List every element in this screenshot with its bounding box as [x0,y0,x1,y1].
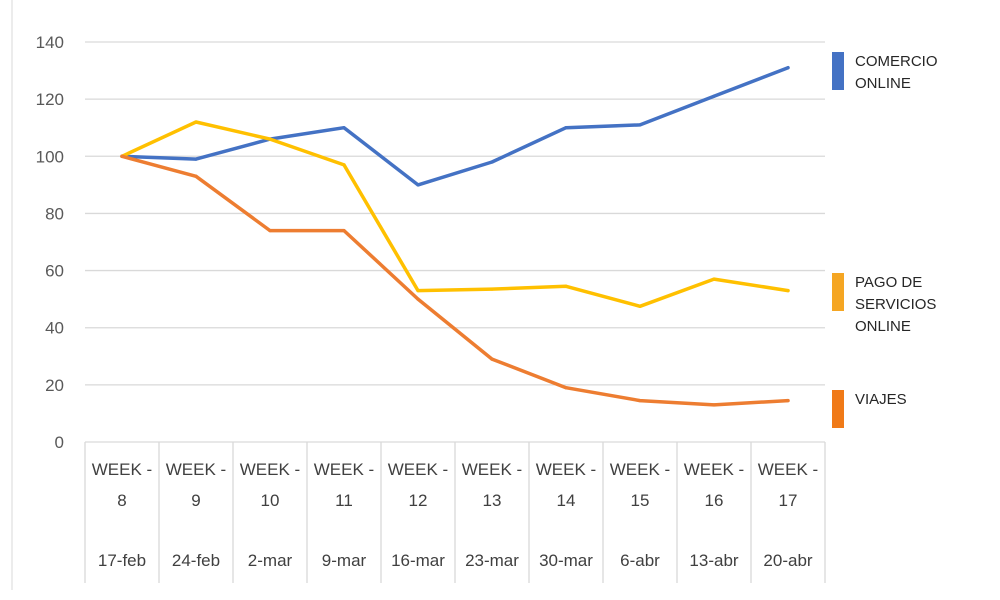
data-point-pago [564,284,568,288]
series-lines [120,65,790,407]
data-point-pago [786,288,790,293]
x-tick-label: WEEK - [684,460,744,479]
x-tick-label: 10 [261,491,280,510]
data-point-comercio [342,126,346,130]
x-tick-label: WEEK - [388,460,448,479]
x-tick-label: WEEK - [536,460,596,479]
data-point-viajes [268,228,272,233]
x-tick-label: 6-abr [620,551,660,570]
x-tick-label: WEEK - [92,460,152,479]
x-tick-label: 17-feb [98,551,146,570]
legend-label-pago: ONLINE [855,318,911,335]
x-tick-label: 11 [335,491,353,510]
data-point-viajes [786,398,790,403]
legend-swatch-viajes [832,390,844,428]
y-axis-tick-labels: 0 20 40 60 80 100 120 140 [36,33,64,452]
x-tick-label: WEEK - [240,460,300,479]
data-point-comercio [564,126,568,130]
y-tick-label: 100 [36,147,64,166]
legend: COMERCIO ONLINE PAGO DE SERVICIOS ONLINE VIAJ… [832,52,938,428]
x-tick-label: 13-abr [689,551,738,570]
data-point-comercio [786,66,790,70]
y-tick-label: 140 [36,33,64,52]
x-tick-label: WEEK - [314,460,374,479]
x-tick-label: 16 [705,491,724,510]
data-point-comercio [490,160,494,164]
y-tick-label: 60 [45,262,64,281]
data-point-comercio [712,94,716,98]
data-point-comercio [194,157,198,161]
legend-label-pago: PAGO DE [855,274,922,291]
data-point-pago [342,163,346,167]
data-point-pago [638,304,642,308]
x-axis-category-table: WEEK - 8 17-feb WEEK - 9 24-feb WEEK - 10 2-mar W… [84,441,826,583]
x-tick-label: 14 [557,491,576,510]
y-tick-label: 0 [55,433,64,452]
x-tick-label: 30-mar [539,551,593,570]
data-point-viajes [564,386,568,390]
series-line-viajes [120,154,790,407]
data-point-pago [712,277,716,281]
data-point-pago [194,120,198,124]
series-line-comercio [120,65,790,187]
x-tick-label: WEEK - [758,460,818,479]
x-tick-label: 20-abr [763,551,812,570]
x-tick-label: 8 [117,491,126,510]
x-tick-label: WEEK - [462,460,522,479]
x-tick-label: WEEK - [610,460,670,479]
x-tick-label: 13 [483,491,502,510]
series-line-pago [120,120,790,309]
data-point-viajes [120,154,124,158]
legend-swatch-pago [832,273,844,311]
x-tick-label: 15 [631,491,650,510]
x-tick-label: 2-mar [248,551,293,570]
legend-label-pago: SERVICIOS [855,296,936,313]
legend-label-viajes: VIAJES [855,391,907,408]
y-tick-label: 120 [36,90,64,109]
data-point-viajes [342,228,346,233]
legend-label-comercio: ONLINE [855,75,911,92]
x-tick-label: 17 [779,491,798,510]
legend-label-comercio: COMERCIO [855,53,938,70]
data-point-pago [490,287,494,291]
x-tick-label: 16-mar [391,551,445,570]
y-tick-label: 80 [45,204,64,223]
data-point-viajes [490,357,494,361]
x-tick-label: 9-mar [322,551,367,570]
x-tick-label: 24-feb [172,551,220,570]
y-tick-label: 20 [45,376,64,395]
data-point-viajes [712,403,716,407]
y-tick-label: 40 [45,319,64,338]
data-point-viajes [194,174,198,178]
x-tick-label: 9 [191,491,200,510]
x-tick-label: 12 [409,491,428,510]
data-point-comercio [416,183,420,187]
data-point-comercio [638,123,642,127]
data-point-viajes [416,297,420,301]
data-point-pago [416,288,420,293]
data-point-viajes [638,398,642,403]
data-point-pago [268,137,272,141]
x-tick-label: WEEK - [166,460,226,479]
x-tick-label: 23-mar [465,551,519,570]
legend-swatch-comercio [832,52,844,90]
gridlines [85,41,825,386]
